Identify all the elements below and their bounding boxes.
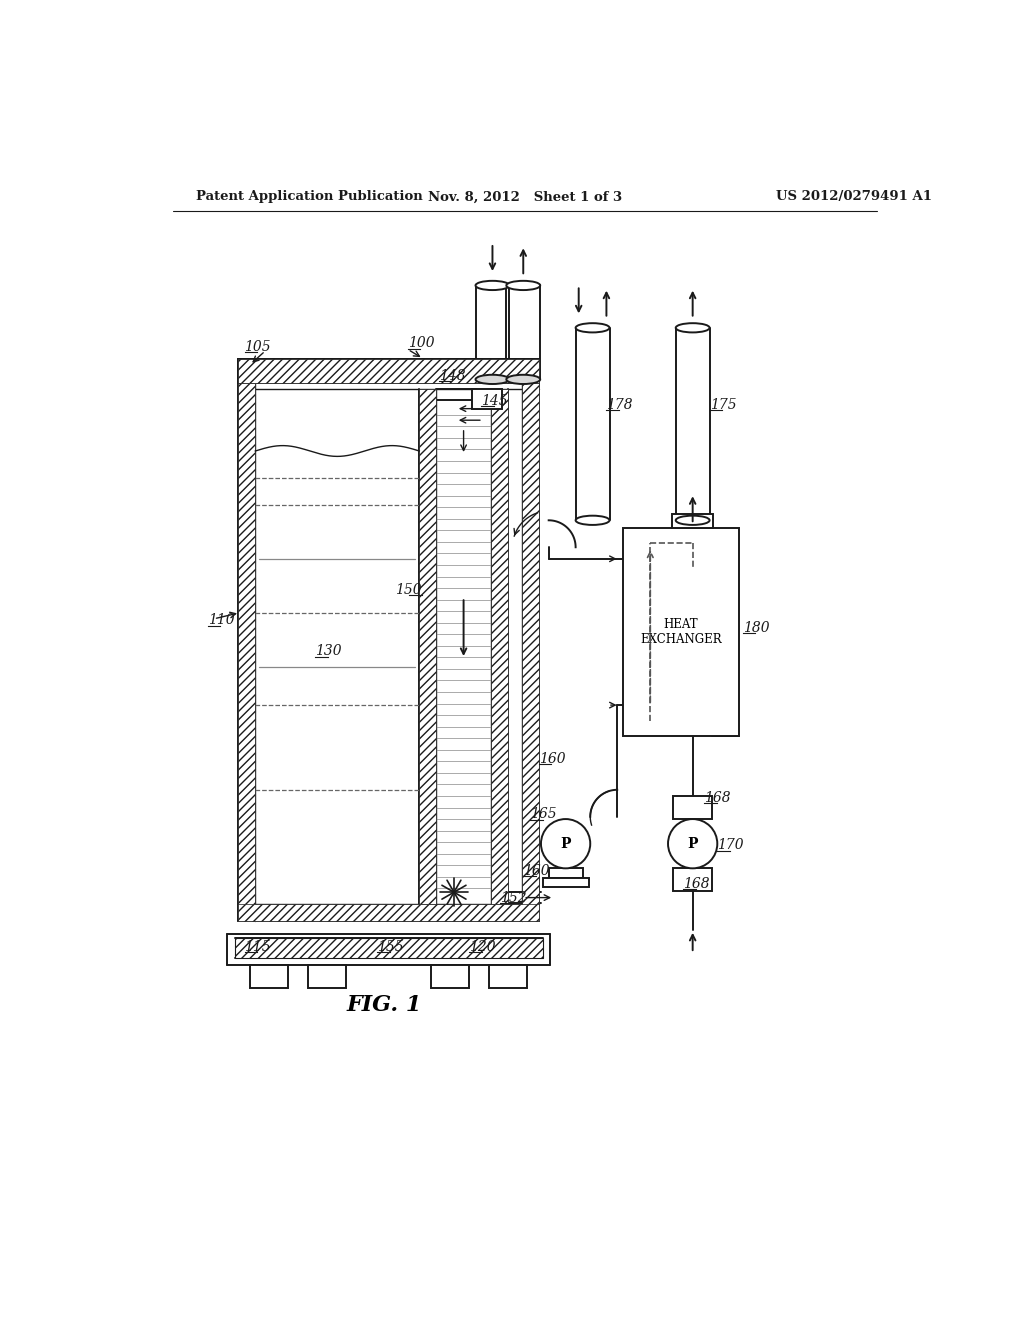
Text: 120: 120 [469,940,496,954]
Bar [239,359,539,383]
Ellipse shape [575,516,609,525]
Text: Patent Application Publication: Patent Application Publication [196,190,423,203]
Bar [472,389,503,409]
Circle shape [668,818,717,869]
Bar [672,513,714,528]
Text: 150: 150 [395,582,422,597]
Text: 165: 165 [530,808,557,821]
Text: P: P [687,837,698,850]
Bar [490,389,508,904]
Text: 160: 160 [539,752,565,766]
Text: HEAT
EXCHANGER: HEAT EXCHANGER [640,618,722,645]
Text: 168: 168 [705,791,731,804]
Text: 148: 148 [438,368,465,383]
Text: 180: 180 [742,622,769,635]
Bar [239,904,539,921]
Text: Nov. 8, 2012   Sheet 1 of 3: Nov. 8, 2012 Sheet 1 of 3 [428,190,622,203]
Bar [250,965,289,987]
Text: FIG. 1: FIG. 1 [347,994,422,1016]
Bar [234,937,543,958]
Ellipse shape [475,375,509,384]
Bar [419,389,436,904]
Text: 105: 105 [245,341,271,354]
Text: 110: 110 [208,614,234,627]
Text: 100: 100 [408,337,434,350]
Bar [674,796,712,818]
Text: 155: 155 [377,940,403,954]
Ellipse shape [506,281,541,290]
Text: 168: 168 [683,876,710,891]
Text: 170: 170 [717,838,743,853]
Text: 160: 160 [523,863,550,878]
Bar [624,528,739,737]
Bar [549,869,583,878]
Text: 175: 175 [710,397,736,412]
Bar [521,359,539,921]
Circle shape [541,818,590,869]
Ellipse shape [575,323,609,333]
Bar [239,359,255,921]
Text: 152: 152 [500,891,526,904]
Text: 178: 178 [606,397,633,412]
Ellipse shape [475,281,509,290]
Ellipse shape [676,323,710,333]
Text: 145: 145 [481,393,508,408]
Bar [543,878,589,887]
Bar [239,359,539,383]
Ellipse shape [506,375,541,384]
Bar [488,965,527,987]
Text: US 2012/0279491 A1: US 2012/0279491 A1 [776,190,933,203]
Text: 130: 130 [315,644,342,659]
Text: P: P [560,837,570,850]
Bar [431,965,469,987]
Bar [307,965,346,987]
Bar [674,869,712,891]
Ellipse shape [676,516,710,525]
Text: 115: 115 [245,940,271,954]
